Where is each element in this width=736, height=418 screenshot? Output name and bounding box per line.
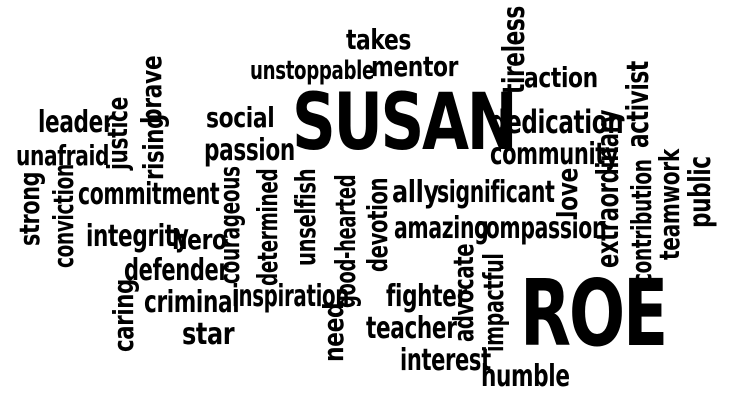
word-tireless: tireless [497,6,532,95]
word-significant: significant [437,175,555,210]
word-compassion: compassion [474,211,607,246]
word-action: action [524,61,598,94]
word-contribution: contribution [625,159,658,284]
word-amazing: amazing [394,211,489,246]
word-advocate: advocate [447,243,480,342]
word-caring: caring [107,279,140,352]
word-interest: interest [400,343,491,378]
word-criminal: criminal [144,285,240,320]
word-inspiration: inspiration [232,279,350,314]
word-devotion: devotion [361,177,394,272]
word-leader: leader [38,105,114,140]
word-commitment: commitment [78,177,220,212]
word-unstoppable: unstoppable [250,56,375,86]
word-good-hearted: good-hearted [329,174,362,308]
word-rising: rising [137,114,170,180]
word-unafraid: unafraid [16,139,110,172]
word-determined: determined [251,168,284,286]
word-hero: hero [172,223,227,256]
word-susan: SUSAN [292,78,518,168]
word-impactful: impactful [477,253,510,352]
word-fighter: fighter [386,279,467,314]
word-public: public [683,156,718,228]
word-teamwork: teamwork [653,149,686,260]
word-social: social [206,101,275,134]
word-star: star [182,317,235,352]
word-passion: passion [204,133,295,168]
word-takes: takes [346,23,411,56]
word-strong: strong [13,171,46,246]
word-integrity: integrity [86,219,189,254]
word-need: need [317,302,350,362]
word-defender: defender [124,253,229,288]
word-unselfish: unselfish [289,168,322,266]
word-dedication: dedication [490,103,624,141]
word-conviction: conviction [47,164,80,268]
word-love: love [551,168,584,218]
word-mentor: mentor [371,50,458,83]
word-courageous: courageous [213,166,246,284]
word-humble: humble [481,359,570,394]
word-justice: justice [101,97,134,170]
word-ally: ally [392,175,439,210]
word-extraordinary: extraordinary [591,110,626,268]
word-roe: ROE [520,260,668,367]
word-teacher: teacher [366,311,457,346]
word-community: community [490,137,619,172]
word-activist: activist [621,61,656,148]
